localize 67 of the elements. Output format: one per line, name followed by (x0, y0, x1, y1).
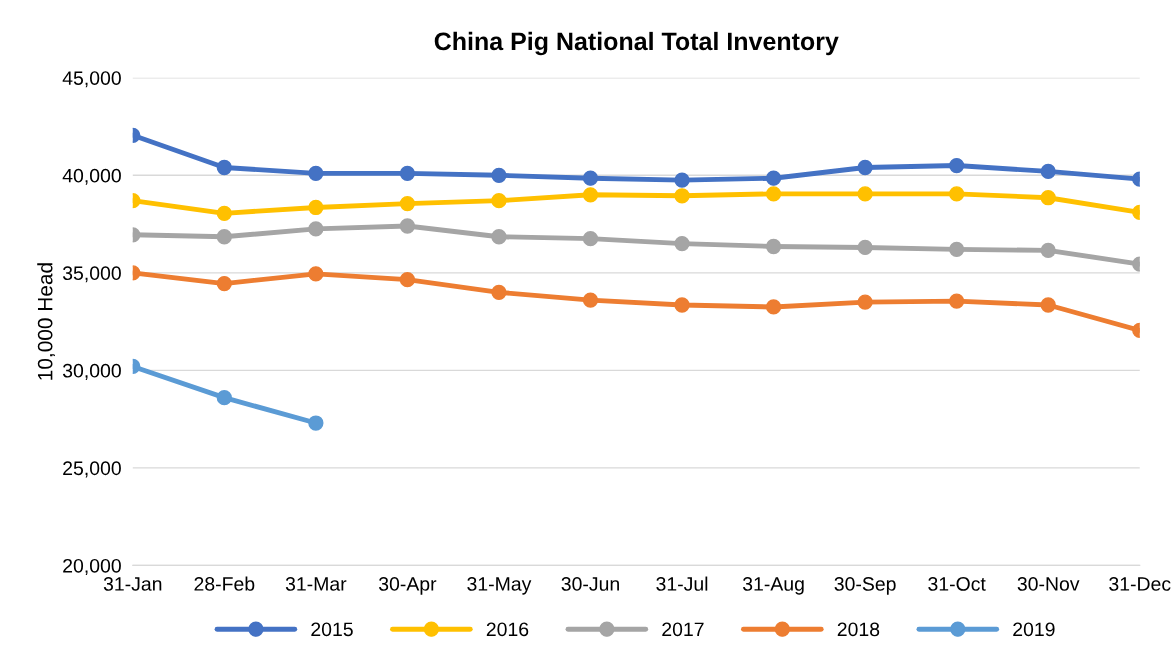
point (582, 292, 599, 308)
point (674, 172, 690, 188)
point (399, 195, 416, 212)
legend-label: 2015 (311, 622, 353, 637)
x-tick-label: 30-Nov (1017, 577, 1080, 591)
point (674, 188, 690, 204)
point (491, 193, 507, 209)
point (308, 415, 324, 431)
point (857, 186, 873, 202)
point (491, 167, 507, 183)
x-tick-label: 31-Jul (656, 576, 708, 591)
y-tick-label: 20,000 (63, 558, 121, 575)
y-tick-label: 25,000 (63, 461, 121, 478)
point (582, 187, 599, 203)
point (857, 159, 873, 176)
point (857, 294, 873, 310)
point (949, 293, 965, 309)
point (216, 159, 232, 176)
chart-title: China Pig National Total Inventory (434, 31, 839, 56)
legend-label: 2016 (486, 622, 529, 637)
legend-label: 2019 (1013, 622, 1055, 637)
legend-label: 2018 (837, 622, 880, 637)
x-tick-label: 31-Jan (103, 577, 162, 591)
x-tick-label: 31-Aug (742, 577, 804, 595)
point (216, 390, 232, 406)
point (399, 165, 416, 181)
point (765, 186, 782, 202)
point (857, 239, 873, 256)
legend-label: 2017 (662, 622, 704, 637)
x-tick-label: 28-Feb (194, 576, 255, 591)
point (765, 238, 782, 255)
x-tick-label: 31-Oct (928, 577, 986, 591)
point (399, 218, 416, 234)
point (216, 229, 232, 245)
point (949, 241, 965, 258)
x-tick-label: 31-May (467, 577, 532, 595)
point (674, 297, 690, 313)
point (765, 170, 782, 186)
y-tick-label: 40,000 (62, 168, 121, 185)
point (674, 235, 690, 252)
point (765, 299, 782, 315)
x-tick-label: 30-Sep (834, 577, 896, 595)
point (216, 205, 232, 221)
point (1040, 242, 1056, 259)
point (949, 186, 965, 202)
point (582, 231, 599, 247)
point (399, 272, 416, 288)
y-tick-label: 45,000 (62, 71, 121, 88)
point (1040, 190, 1056, 206)
y-axis-title: 10,000 Head (37, 263, 55, 380)
x-tick-label: 30-Apr (378, 577, 437, 595)
point (582, 170, 599, 186)
point (1040, 297, 1056, 313)
y-tick-label: 35,000 (62, 266, 121, 283)
y-tick-label: 30,000 (62, 363, 121, 380)
point (308, 199, 324, 216)
x-tick-label: 30-Jun (561, 577, 619, 591)
point (308, 165, 324, 181)
point (491, 229, 507, 245)
point (308, 221, 324, 237)
x-tick-label: 31-Mar (285, 577, 347, 591)
point (1040, 163, 1056, 180)
point (491, 284, 507, 300)
point (949, 157, 965, 174)
point (308, 266, 324, 282)
point (216, 275, 232, 292)
x-tick-label: 31-Dec (1109, 577, 1171, 591)
